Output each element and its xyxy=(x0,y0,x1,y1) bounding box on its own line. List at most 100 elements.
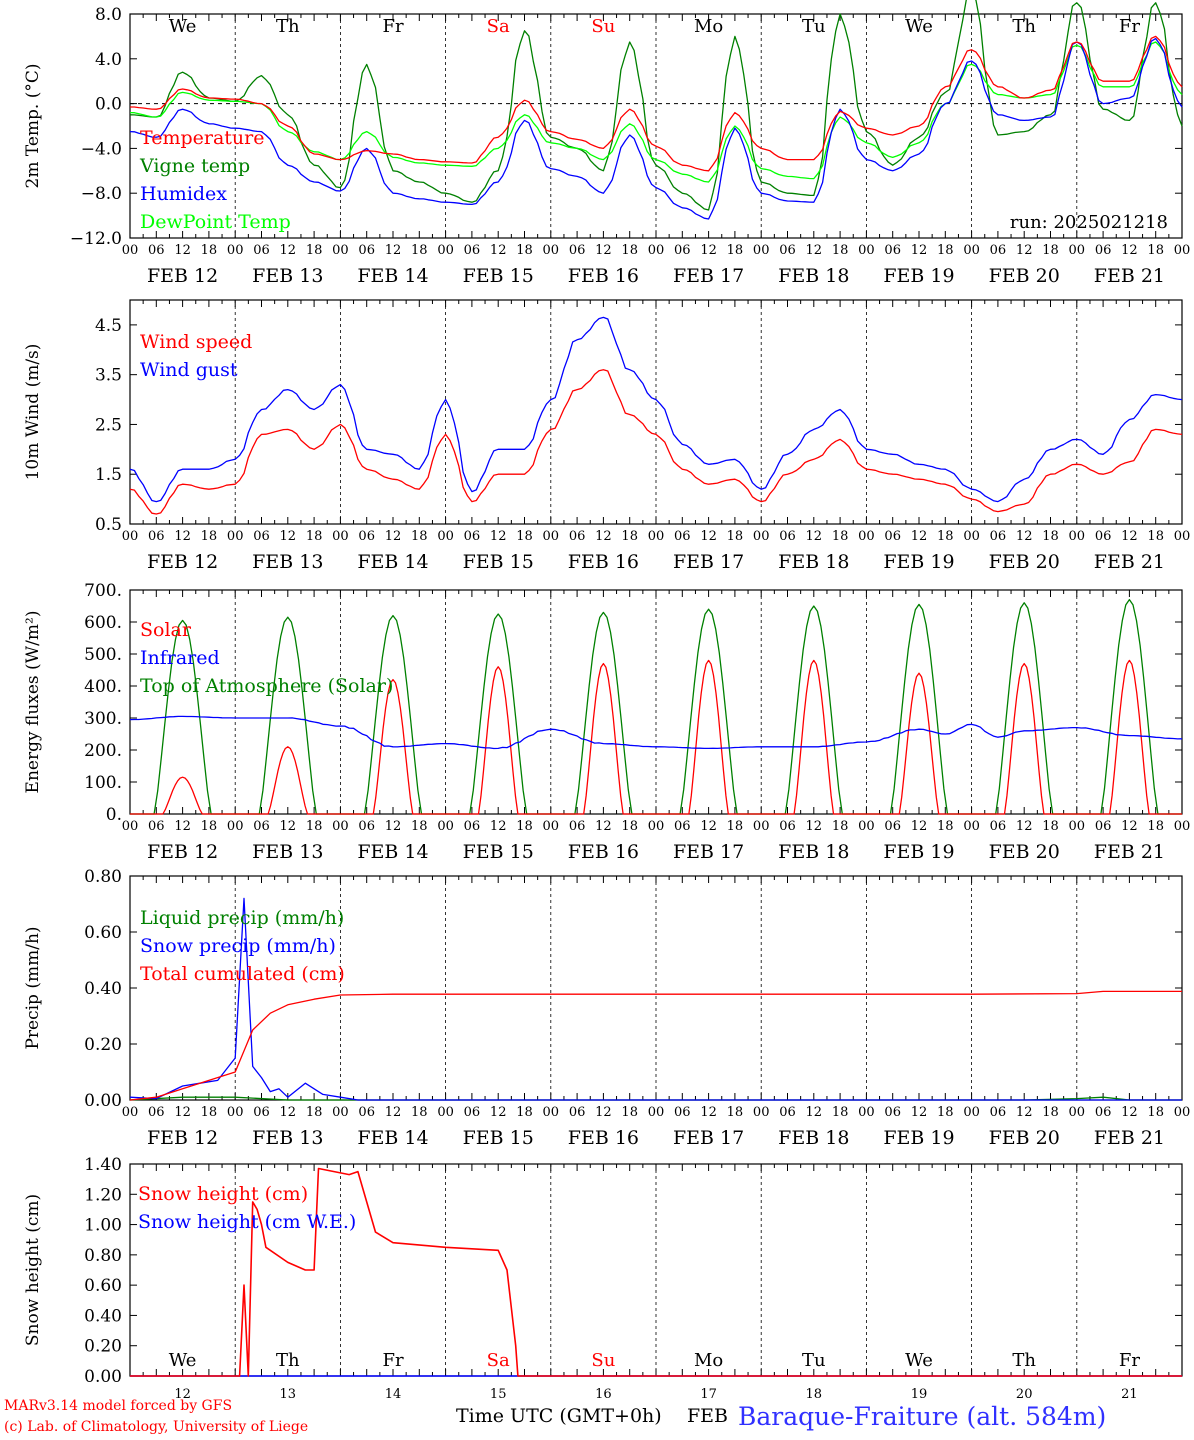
x-hour-label: 18 xyxy=(1042,1105,1059,1120)
x-hour-label: 18 xyxy=(1147,529,1164,544)
x-date-label: FEB 18 xyxy=(778,841,849,863)
x-date-label: FEB 12 xyxy=(147,265,218,287)
x-hour-label: 06 xyxy=(253,1105,270,1120)
y-tick-label: 3.5 xyxy=(95,366,122,386)
x-hour-label: 12 xyxy=(280,243,297,258)
x-hour-label: 00 xyxy=(437,243,454,258)
y-tick-label: 1.40 xyxy=(84,1155,122,1175)
x-date-label: FEB 21 xyxy=(1094,551,1165,573)
x-hour-label: 18 xyxy=(1147,1105,1164,1120)
x-hour-label: 12 xyxy=(1121,529,1138,544)
x-date-label: FEB 18 xyxy=(778,551,849,573)
weekday-label: We xyxy=(169,1350,197,1371)
x-date-label: FEB 15 xyxy=(463,1127,534,1149)
solar-line xyxy=(130,659,1182,815)
x-date-label: FEB 16 xyxy=(568,1127,639,1149)
x-hour-label: 18 xyxy=(832,529,849,544)
x-date-label: FEB 21 xyxy=(1094,265,1165,287)
x-hour-label: 00 xyxy=(1069,1105,1086,1120)
x-hour-label: 18 xyxy=(411,819,428,834)
x-hour-label: 06 xyxy=(358,1105,375,1120)
x-date-label: FEB 15 xyxy=(463,841,534,863)
x-hour-label: 06 xyxy=(569,529,586,544)
x-hour-label: 12 xyxy=(806,1105,823,1120)
x-hour-label: 06 xyxy=(990,243,1007,258)
x-hour-label: 12 xyxy=(280,1105,297,1120)
day-number-label: 12 xyxy=(174,1387,191,1402)
wind-series-line xyxy=(129,316,1183,503)
y-axis-title: Precip (mm/h) xyxy=(23,926,43,1049)
weekday-label: Fr xyxy=(1119,16,1140,37)
x-hour-label: 18 xyxy=(306,1105,323,1120)
x-hour-label: 18 xyxy=(201,243,218,258)
x-hour-label: 12 xyxy=(280,819,297,834)
x-date-label: FEB 19 xyxy=(883,841,954,863)
x-hour-label: 00 xyxy=(1174,243,1191,258)
x-hour-label: 06 xyxy=(569,819,586,834)
x-hour-label: 12 xyxy=(1121,819,1138,834)
x-hour-label: 18 xyxy=(832,243,849,258)
x-hour-label: 00 xyxy=(1069,819,1086,834)
y-tick-label: 0.60 xyxy=(84,1276,122,1296)
legend-entry: Top of Atmosphere (Solar) xyxy=(140,675,393,697)
x-hour-label: 12 xyxy=(174,243,191,258)
weekday-label: Fr xyxy=(382,1350,403,1371)
x-hour-label: 00 xyxy=(227,819,244,834)
x-date-label: FEB 19 xyxy=(883,551,954,573)
x-hour-label: 12 xyxy=(1121,1105,1138,1120)
x-hour-label: 06 xyxy=(358,243,375,258)
weekday-label: Sa xyxy=(487,16,510,37)
x-hour-label: 12 xyxy=(385,529,402,544)
weekday-label: Tu xyxy=(802,1350,826,1371)
y-tick-label: 600. xyxy=(84,613,122,633)
y-tick-label: 4.0 xyxy=(95,50,122,70)
x-date-label: FEB 13 xyxy=(252,265,323,287)
x-hour-label: 00 xyxy=(1174,819,1191,834)
y-tick-label: 0.80 xyxy=(84,867,122,887)
x-date-label: FEB 20 xyxy=(989,841,1060,863)
x-hour-label: 18 xyxy=(727,243,744,258)
x-hour-label: 06 xyxy=(884,243,901,258)
y-tick-label: 100. xyxy=(84,773,122,793)
x-hour-label: 18 xyxy=(621,243,638,258)
x-hour-label: 00 xyxy=(437,819,454,834)
x-date-label: FEB 18 xyxy=(778,1127,849,1149)
x-hour-label: 12 xyxy=(806,529,823,544)
x-date-label: FEB 21 xyxy=(1094,841,1165,863)
x-hour-label: 12 xyxy=(595,819,612,834)
x-hour-label: 18 xyxy=(411,1105,428,1120)
x-date-label: FEB 13 xyxy=(252,1127,323,1149)
x-hour-label: 18 xyxy=(937,243,954,258)
weekday-label: Fr xyxy=(1119,1350,1140,1371)
x-hour-label: 06 xyxy=(569,243,586,258)
x-hour-label: 00 xyxy=(437,1105,454,1120)
y-tick-label: 0.0 xyxy=(95,95,122,115)
temp-series-line xyxy=(130,35,1183,172)
station-title: Baraque-Fraiture (alt. 584m) xyxy=(738,1402,1107,1431)
x-hour-label: 12 xyxy=(490,1105,507,1120)
x-hour-label: 18 xyxy=(516,243,533,258)
x-hour-label: 00 xyxy=(1069,529,1086,544)
x-hour-label: 12 xyxy=(911,529,928,544)
x-hour-label: 12 xyxy=(174,1105,191,1120)
weekday-label: We xyxy=(169,16,197,37)
x-hour-label: 18 xyxy=(306,819,323,834)
x-hour-label: 06 xyxy=(148,819,165,834)
y-tick-label: 200. xyxy=(84,741,122,761)
y-axis-title: 2m Temp. (°C) xyxy=(23,63,43,188)
x-date-label: FEB 19 xyxy=(883,1127,954,1149)
weekday-label: Tu xyxy=(802,16,826,37)
x-hour-label: 00 xyxy=(227,243,244,258)
x-hour-label: 00 xyxy=(332,1105,349,1120)
y-tick-label: 0.5 xyxy=(95,515,122,535)
x-hour-label: 06 xyxy=(990,1105,1007,1120)
x-date-label: FEB 14 xyxy=(357,265,428,287)
x-date-label: FEB 17 xyxy=(673,841,744,863)
x-hour-label: 12 xyxy=(490,243,507,258)
y-tick-label: 700. xyxy=(84,581,122,601)
x-hour-label: 18 xyxy=(832,819,849,834)
x-hour-label: 06 xyxy=(884,1105,901,1120)
x-hour-label: 00 xyxy=(227,529,244,544)
x-date-label: FEB 12 xyxy=(147,841,218,863)
